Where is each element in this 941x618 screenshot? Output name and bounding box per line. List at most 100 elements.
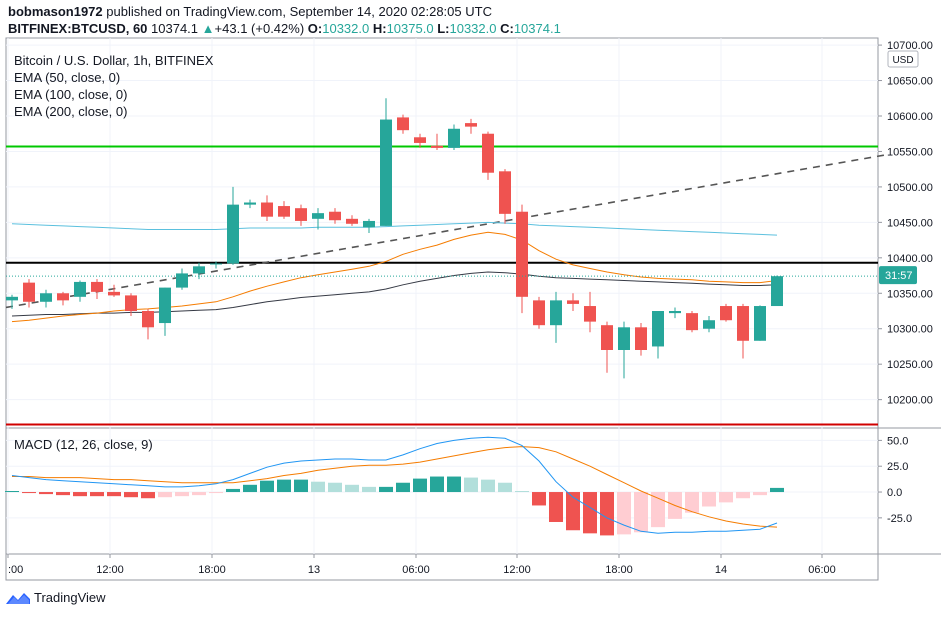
- candle-body: [550, 300, 562, 326]
- candle-body: [448, 128, 460, 148]
- countdown-label: 31:57: [885, 270, 913, 282]
- tradingview-logo-icon: [6, 592, 30, 604]
- last-price: 10374.1: [151, 21, 199, 36]
- author-name[interactable]: bobmason1972: [8, 4, 103, 19]
- macd-histogram-bar: [243, 484, 257, 493]
- candle-body: [40, 293, 52, 302]
- candle-body: [346, 218, 358, 224]
- candle-body: [278, 206, 290, 217]
- time-tick-label: 13: [308, 564, 320, 576]
- candle-body: [159, 287, 171, 324]
- macd-histogram-bar: [379, 486, 393, 493]
- candle-body: [533, 300, 545, 326]
- candle-body: [601, 325, 613, 350]
- close-label: C:: [500, 21, 514, 36]
- candle-body: [74, 281, 86, 297]
- macd-histogram-bar: [566, 492, 580, 531]
- candle-body: [499, 171, 511, 214]
- candle-body: [329, 211, 341, 221]
- macd-histogram-bar: [362, 486, 376, 493]
- candle-body: [465, 123, 477, 127]
- ema200-line: [11, 221, 778, 236]
- price-tick-label: 10400.00: [887, 253, 933, 265]
- candle-body: [295, 208, 307, 221]
- symbol-name: BITFINEX:BTCUSD, 60: [8, 21, 148, 36]
- candle-body: [23, 282, 35, 302]
- macd-histogram-bar: [311, 481, 325, 493]
- macd-histogram-bar: [5, 491, 19, 493]
- change-arrow-icon: ▲: [201, 21, 215, 36]
- candle-body: [380, 119, 392, 226]
- candle-body: [91, 281, 103, 292]
- macd-histogram-bar: [73, 492, 87, 497]
- price-tick-label: 10450.00: [887, 217, 933, 229]
- macd-histogram-bar: [328, 482, 342, 493]
- publish-info: bobmason1972 published on TradingView.co…: [8, 4, 492, 19]
- macd-histogram-bar: [685, 492, 699, 513]
- candle-body: [482, 133, 494, 173]
- price-change: +43.1 (+0.42%): [214, 21, 305, 36]
- candle-body: [261, 202, 273, 217]
- time-tick-label: 12:00: [96, 564, 124, 576]
- candle-body: [108, 291, 120, 296]
- macd-histogram-bar: [90, 492, 104, 497]
- candle-body: [210, 263, 222, 265]
- macd-histogram-bar: [141, 492, 155, 499]
- macd-histogram-bar: [719, 492, 733, 503]
- time-tick-label: 18:00: [198, 564, 226, 576]
- candle-body: [227, 204, 239, 264]
- macd-histogram-bar: [277, 479, 291, 493]
- countdown-badge: [879, 266, 917, 285]
- candle-body: [397, 117, 409, 131]
- candle-body: [618, 327, 630, 350]
- candle-body: [244, 202, 256, 205]
- low-label: L:: [437, 21, 450, 36]
- time-tick-label: 14: [715, 564, 727, 576]
- legend-macd: MACD (12, 26, close, 9): [14, 437, 153, 452]
- ema50-line: [11, 231, 778, 323]
- macd-line: [11, 436, 778, 534]
- candle-body: [567, 300, 579, 304]
- macd-histogram-bar: [396, 482, 410, 493]
- macd-histogram-bar: [39, 492, 53, 495]
- macd-histogram-bar: [583, 492, 597, 534]
- candle-body: [771, 276, 783, 307]
- candle-body: [142, 311, 154, 328]
- candle-body: [516, 211, 528, 297]
- macd-tick-label: 0.0: [887, 487, 902, 499]
- macd-histogram-bar: [549, 492, 563, 522]
- candle-body: [703, 320, 715, 329]
- tradingview-brand[interactable]: TradingView: [6, 590, 106, 605]
- candle-body: [652, 311, 664, 347]
- legend-ema100: EMA (100, close, 0): [14, 87, 128, 102]
- macd-histogram-bar: [532, 492, 546, 506]
- brand-name: TradingView: [34, 590, 106, 605]
- currency-badge: [887, 50, 919, 68]
- macd-histogram-bar: [107, 492, 121, 497]
- macd-histogram-bar: [413, 478, 427, 493]
- time-tick-label: 12:00: [503, 564, 531, 576]
- publish-text: published on TradingView.com, September …: [106, 4, 492, 19]
- macd-histogram-bar: [651, 492, 665, 528]
- open-value: 10332.0: [322, 21, 370, 36]
- candle-body: [176, 273, 188, 288]
- macd-histogram-bar: [770, 487, 784, 493]
- macd-histogram-bar: [209, 492, 223, 494]
- candle-body: [312, 213, 324, 219]
- candle-body: [669, 311, 681, 314]
- macd-histogram-bar: [702, 492, 716, 507]
- candle-body: [193, 266, 205, 274]
- time-tick-label: 06:00: [402, 564, 430, 576]
- macd-histogram-bar: [124, 492, 138, 498]
- macd-histogram-bar: [617, 492, 631, 535]
- candle-body: [6, 296, 18, 301]
- candle-body: [57, 293, 69, 301]
- symbol-info: BITFINEX:BTCUSD, 60 10374.1 ▲+43.1 (+0.4…: [8, 21, 561, 36]
- low-value: 10332.0: [449, 21, 497, 36]
- macd-tick-label: -25.0: [887, 513, 912, 525]
- macd-tick-label: 25.0: [887, 461, 908, 473]
- price-tick-label: 10250.00: [887, 359, 933, 371]
- close-value: 10374.1: [513, 21, 561, 36]
- price-tick-label: 10200.00: [887, 395, 933, 407]
